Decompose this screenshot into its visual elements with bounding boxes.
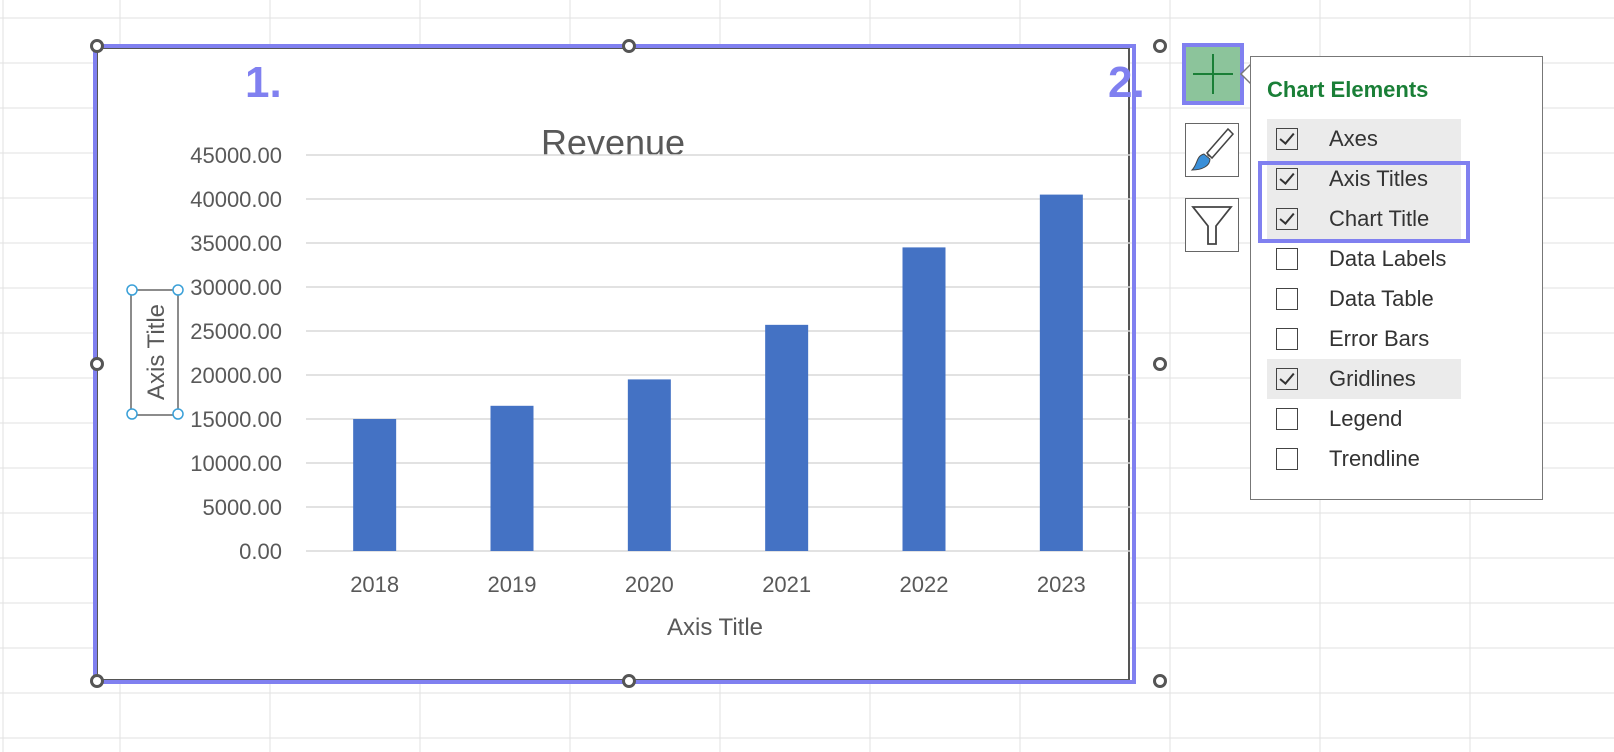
funnel-icon bbox=[1191, 206, 1233, 245]
chart-elements-button[interactable] bbox=[1182, 43, 1244, 105]
item-label: Legend bbox=[1329, 406, 1403, 431]
chart-element-gridlines[interactable]: Gridlines bbox=[1267, 359, 1461, 399]
chart-element-trendline[interactable]: Trendline bbox=[1267, 439, 1461, 479]
item-label: Error Bars bbox=[1329, 326, 1430, 351]
item-label: Chart Title bbox=[1329, 206, 1430, 231]
panel-title: Chart Elements bbox=[1267, 77, 1429, 102]
item-label: Data Labels bbox=[1329, 246, 1447, 271]
data-labels-checkbox[interactable] bbox=[1276, 248, 1298, 270]
chart-element-chart-title[interactable]: Chart Title bbox=[1267, 199, 1461, 239]
resize-handle-top-left[interactable] bbox=[90, 39, 104, 53]
item-label: Axes bbox=[1329, 126, 1378, 151]
item-label: Trendline bbox=[1329, 446, 1420, 471]
trendline-checkbox[interactable] bbox=[1276, 448, 1298, 470]
chart-element-axes[interactable]: Axes bbox=[1267, 119, 1461, 159]
plus-icon bbox=[1193, 54, 1233, 94]
resize-handle-bottom-left[interactable] bbox=[90, 674, 104, 688]
legend-checkbox[interactable] bbox=[1276, 408, 1298, 430]
popup-pointer-inner bbox=[1242, 66, 1250, 82]
resize-handle-bottom-center[interactable] bbox=[622, 674, 636, 688]
axes-checkbox[interactable] bbox=[1276, 128, 1298, 150]
chart-element-data-table[interactable]: Data Table bbox=[1267, 279, 1461, 319]
chart-element-error-bars[interactable]: Error Bars bbox=[1267, 319, 1461, 359]
axis-titles-checkbox[interactable] bbox=[1276, 168, 1298, 190]
resize-handle-top-center[interactable] bbox=[622, 39, 636, 53]
item-label: Axis Titles bbox=[1329, 166, 1429, 191]
resize-handle-middle-right[interactable] bbox=[1153, 357, 1167, 371]
error-bars-checkbox[interactable] bbox=[1276, 328, 1298, 350]
step-label-2: 2. bbox=[1108, 58, 1145, 107]
chart-element-legend[interactable]: Legend bbox=[1267, 399, 1461, 439]
resize-handle-bottom-right[interactable] bbox=[1153, 674, 1167, 688]
resize-handle-middle-left[interactable] bbox=[90, 357, 104, 371]
item-label: Data Table bbox=[1329, 286, 1434, 311]
paintbrush-icon bbox=[1190, 127, 1235, 171]
chart-title[interactable]: Revenue bbox=[540, 122, 686, 163]
chart-title-checkbox[interactable] bbox=[1276, 208, 1298, 230]
chart-styles-button[interactable] bbox=[1185, 123, 1239, 177]
chart-filters-button[interactable] bbox=[1185, 198, 1239, 252]
step-label-1: 1. bbox=[245, 58, 282, 107]
gridlines-checkbox[interactable] bbox=[1276, 368, 1298, 390]
chart-elements-panel: Chart Elements Axes Axis Titles Chart Ti… bbox=[1250, 56, 1543, 500]
chart-element-data-labels[interactable]: Data Labels bbox=[1267, 239, 1461, 279]
annotation-outline-titles bbox=[1258, 161, 1470, 243]
chart-area[interactable]: Revenue bbox=[96, 47, 1130, 681]
chart-element-axis-titles[interactable]: Axis Titles bbox=[1267, 159, 1461, 199]
resize-handle-top-right[interactable] bbox=[1153, 39, 1167, 53]
data-table-checkbox[interactable] bbox=[1276, 288, 1298, 310]
item-label: Gridlines bbox=[1329, 366, 1416, 391]
